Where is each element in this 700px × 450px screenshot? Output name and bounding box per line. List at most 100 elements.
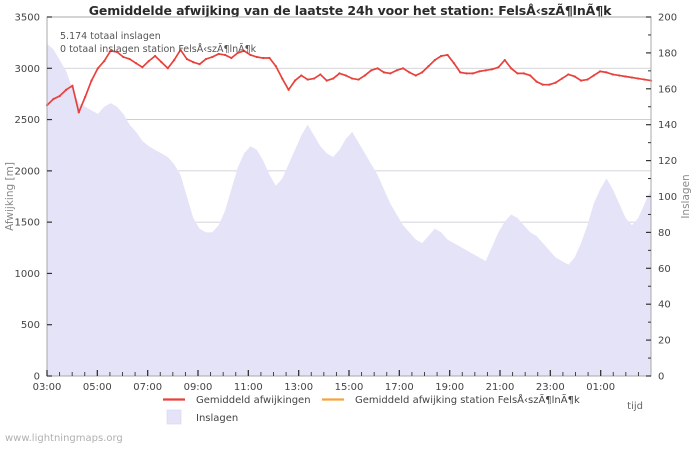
x-axis-tick-label: 23:00 — [536, 382, 565, 393]
x-axis-tick-label: 11:00 — [234, 382, 263, 393]
series-point — [338, 72, 341, 75]
y-axis-tick-label: 1500 — [15, 218, 40, 229]
series-point — [141, 66, 144, 69]
y2-axis-title: Inslagen — [680, 174, 692, 218]
chart-title: Gemiddelde afwijking van de laatste 24h … — [88, 3, 612, 18]
series-point — [357, 78, 360, 81]
series-point — [630, 76, 634, 79]
series-point — [287, 88, 290, 91]
legend-item-label: Inslagen — [196, 413, 238, 424]
y2-axis-tick-label: 60 — [658, 264, 671, 275]
series-point — [147, 60, 150, 63]
legend-marker-swatch — [166, 409, 182, 425]
series-point — [446, 53, 449, 57]
series-point — [363, 74, 366, 77]
x-axis-tick-label: 03:00 — [33, 382, 62, 393]
y2-axis-tick-label: 180 — [658, 48, 677, 59]
annotation-total-strikes: 5.174 totaal inslagen — [60, 31, 161, 42]
series-point — [230, 56, 233, 60]
series-point — [179, 48, 182, 51]
series-point — [427, 65, 430, 68]
series-point — [204, 57, 208, 61]
series-point — [465, 72, 468, 75]
x-axis-tick-label: 01:00 — [586, 382, 615, 393]
series-point — [535, 80, 538, 83]
y-axis-tick-label: 500 — [21, 320, 40, 331]
series-point — [471, 72, 475, 75]
series-point — [370, 69, 373, 72]
x-axis-tick-label: 21:00 — [486, 382, 515, 393]
series-point — [414, 74, 417, 77]
x-axis-tick-label: 17:00 — [385, 382, 414, 393]
series-point — [173, 58, 176, 62]
series-point — [618, 74, 621, 77]
x-axis-tick-label: 15:00 — [335, 382, 364, 393]
y2-axis-tick-label: 0 — [658, 372, 664, 383]
series-point — [592, 74, 595, 77]
y2-axis-tick-label: 100 — [658, 192, 677, 203]
series-point — [395, 69, 398, 72]
series-point — [312, 77, 316, 80]
x-axis-tick-label: 09:00 — [184, 382, 213, 393]
series-point — [490, 68, 494, 71]
series-point — [134, 62, 138, 65]
series-point — [637, 77, 640, 80]
series-point — [300, 74, 303, 77]
x-axis-tick-label: 05:00 — [83, 382, 112, 393]
series-point — [153, 54, 157, 58]
series-point — [459, 71, 462, 74]
series-point — [223, 53, 227, 57]
series-point — [452, 62, 456, 65]
x-axis-tick-label: 13:00 — [284, 382, 313, 393]
series-point — [58, 94, 61, 98]
series-point — [643, 78, 646, 81]
series-point — [541, 83, 545, 86]
series-point — [503, 58, 506, 62]
y-axis-tick-label: 0 — [34, 372, 40, 383]
annotation-station-strikes: 0 totaal inslagen station FelsÅ‹szÃ¶lnÃ¶… — [60, 43, 257, 55]
series-point — [198, 63, 201, 66]
series-point — [567, 73, 570, 76]
y2-axis-tick-label: 200 — [658, 13, 677, 24]
series-point — [84, 95, 87, 99]
series-point — [160, 61, 163, 64]
y2-axis-tick-label: 140 — [658, 120, 677, 131]
series-point — [77, 111, 80, 114]
series-point — [401, 67, 405, 70]
series-point — [579, 79, 583, 82]
series-point — [560, 77, 564, 80]
series-point — [103, 60, 106, 63]
series-point — [382, 71, 386, 74]
y2-axis-tick-label: 160 — [658, 84, 677, 95]
series-point — [185, 57, 188, 61]
series-point — [217, 52, 220, 56]
y-axis-tick-label: 2000 — [15, 166, 40, 177]
series-point — [376, 67, 379, 70]
series-point — [389, 72, 392, 75]
y2-axis-tick-label: 80 — [658, 228, 671, 239]
series-point — [268, 56, 271, 60]
watermark-label: www.lightningmaps.org — [5, 433, 123, 444]
series-line-0 — [46, 48, 652, 114]
series-point — [529, 74, 532, 77]
y-axis-title: Afwijking [m] — [4, 162, 16, 231]
series-point — [115, 50, 119, 53]
series-point — [122, 55, 125, 59]
y2-axis-tick-label: 40 — [658, 300, 671, 311]
series-point — [255, 55, 258, 59]
series-point — [96, 67, 99, 70]
series-point — [128, 57, 131, 61]
series-point — [586, 78, 589, 81]
series-point — [351, 77, 354, 80]
series-point — [166, 67, 169, 70]
legend-item-label: Gemiddeld afwijking station FelsÅ‹szÃ¶ln… — [355, 393, 580, 406]
series-point — [611, 73, 614, 76]
series-point — [624, 75, 627, 78]
series-point — [325, 79, 328, 82]
series-point — [554, 81, 557, 84]
series-point — [274, 65, 277, 68]
x-axis-tick-label: 19:00 — [435, 382, 464, 393]
legend-item-label: Gemiddeld afwijkingen — [196, 395, 311, 406]
series-point — [516, 72, 519, 75]
series-point — [281, 77, 284, 80]
